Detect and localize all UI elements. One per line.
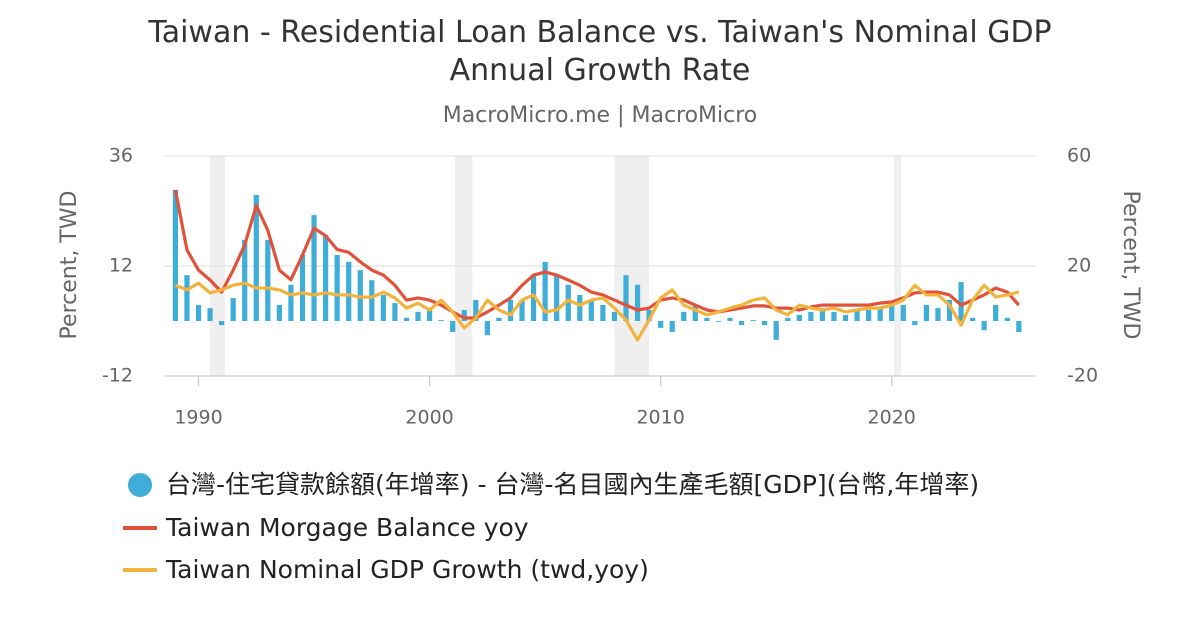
bar [808, 311, 814, 321]
bar [946, 299, 953, 321]
x-tick-label: 2000 [405, 407, 453, 429]
bar [646, 310, 652, 321]
bar [819, 308, 826, 321]
bar [415, 311, 421, 321]
legend-item: Taiwan Nominal GDP Growth (twd,yoy) [123, 555, 649, 584]
bar [507, 299, 514, 321]
y-tick-label: 12 [109, 255, 133, 277]
y2-axis-label: Percent, TWD [1118, 191, 1143, 340]
line [174, 281, 1020, 342]
bar [496, 317, 502, 321]
y-axis-label: Percent, TWD [57, 191, 82, 340]
y2-tick-label: 60 [1067, 145, 1091, 167]
bar [172, 189, 178, 321]
bar [958, 282, 964, 321]
bar [369, 280, 375, 321]
bar [912, 321, 918, 326]
bar [184, 275, 190, 321]
bar [542, 261, 548, 321]
legend-item: Taiwan Morgage Balance yoy [123, 513, 529, 542]
bar [611, 311, 618, 321]
bar [265, 239, 271, 321]
bar [426, 310, 433, 321]
bar [750, 320, 756, 321]
bar [854, 310, 860, 321]
bar [704, 317, 710, 321]
bar [519, 299, 525, 321]
y-tick-label: 36 [109, 145, 133, 167]
bar [715, 321, 722, 322]
bar [1004, 317, 1010, 321]
bar [923, 304, 929, 321]
bar [253, 194, 259, 321]
bar [877, 308, 883, 321]
bar [195, 304, 202, 321]
bar [727, 317, 733, 321]
x-tick-label: 2010 [636, 407, 684, 429]
bar [692, 304, 698, 321]
bar [981, 321, 987, 331]
bar [634, 284, 641, 321]
bar [311, 215, 317, 321]
bar [1016, 321, 1022, 332]
bar [831, 311, 837, 321]
bar [588, 299, 594, 321]
bar [970, 317, 976, 321]
bar [242, 239, 248, 321]
bar [669, 321, 675, 332]
bar [346, 261, 352, 321]
bar [450, 321, 456, 332]
bar [773, 321, 779, 340]
bar [276, 304, 282, 321]
bar [392, 303, 398, 321]
legend-label: Taiwan Nominal GDP Growth (twd,yoy) [165, 555, 649, 584]
bar [658, 321, 664, 328]
y-tick-label: -12 [102, 365, 133, 387]
bar [600, 304, 606, 321]
chart-title: Taiwan - Residential Loan Balance vs. Ta… [148, 15, 1052, 88]
x-tick-label: 2020 [868, 407, 916, 429]
bar [785, 317, 791, 321]
y2-tick-label: 20 [1067, 255, 1091, 277]
bar [461, 310, 467, 321]
bar [623, 275, 629, 321]
bar [762, 321, 768, 326]
line [173, 189, 1020, 320]
bar [796, 315, 802, 321]
y2-tick-label: -20 [1067, 365, 1098, 387]
bar [473, 299, 479, 321]
legend-label: 台灣-住宅貸款餘額(年增率) - 台灣-名目國內生產毛額[GDP](台幣,年增率… [166, 470, 979, 499]
bar [565, 284, 571, 321]
bar [207, 308, 213, 321]
bar [842, 315, 849, 321]
bar [577, 294, 583, 321]
bar [288, 284, 294, 321]
legend-item: 台灣-住宅貸款餘額(年增率) - 台灣-名目國內生產毛額[GDP](台幣,年增率… [128, 470, 979, 499]
bar [403, 317, 410, 321]
subtitle: MacroMicro.me | MacroMicro [443, 103, 758, 128]
legend-label: Taiwan Morgage Balance yoy [165, 513, 529, 542]
bar [230, 298, 236, 321]
bar [900, 304, 906, 321]
bar [889, 304, 895, 321]
bar [299, 255, 306, 321]
bar [554, 275, 560, 321]
bar [681, 311, 687, 321]
bar [322, 234, 329, 321]
bar [530, 275, 537, 321]
bar [935, 308, 941, 321]
bar [438, 320, 444, 321]
bar [738, 321, 745, 326]
x-tick-label: 1990 [174, 407, 222, 429]
bar [219, 321, 225, 326]
bar [993, 304, 999, 321]
bar [334, 255, 340, 321]
bar [380, 294, 386, 321]
legend-marker [128, 473, 152, 497]
bar [866, 310, 872, 321]
bar [484, 321, 490, 336]
